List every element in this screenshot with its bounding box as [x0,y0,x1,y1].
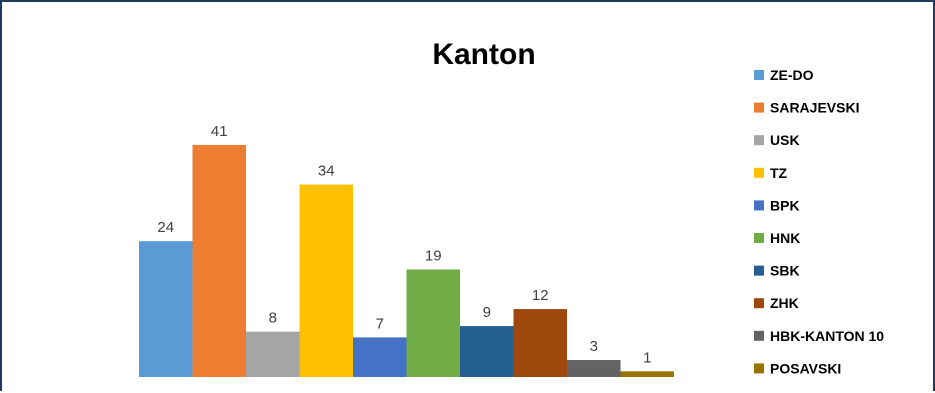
bar-usk [246,331,300,377]
legend-swatch [754,298,764,309]
data-label: 12 [532,287,549,304]
data-label: 41 [211,123,228,140]
legend-label: TZ [770,165,788,181]
legend-swatch [754,233,764,243]
legend-swatch [754,167,764,178]
legend-swatch [754,70,764,80]
data-label: 19 [425,247,442,264]
legend-swatch [754,330,764,341]
legend-label: SBK [770,263,800,279]
legend: ZE-DO SARAJEVSKI USK TZ BPK HNK SBK ZHK HBK-KANT… [754,67,884,376]
data-label: 8 [269,310,277,327]
data-label: 7 [376,315,384,332]
legend-label: SARAJEVSKI [770,100,859,116]
legend-swatch [754,363,764,374]
legend-label: ZE-DO [770,67,814,83]
data-label: 1 [643,349,651,366]
chart-title: Kanton [432,38,535,71]
bar-posavski [620,371,674,377]
data-labels-group: 24 41 8 34 7 19 9 12 3 1 [157,123,651,366]
bar-hbk-kanton-10 [567,360,621,377]
legend-label: HBK-KANTON 10 [770,328,884,344]
legend-label: USK [770,132,800,148]
bar-bpk [353,337,407,377]
bar-sarajevski [192,144,246,377]
data-label: 34 [318,163,335,180]
bar-ze-do [139,241,193,377]
bar-hnk [406,269,460,377]
legend-label: ZHK [770,295,799,311]
data-label: 9 [483,304,491,321]
legend-swatch [754,102,764,113]
bar-zhk [513,309,567,377]
legend-swatch [754,200,764,211]
data-label: 3 [590,338,598,355]
legend-swatch [754,265,764,276]
bars-group [139,144,674,377]
legend-label: POSAVSKI [770,360,841,376]
legend-swatch [754,135,764,146]
legend-label: HNK [770,230,800,246]
bar-sbk [460,326,514,377]
data-label: 24 [157,219,174,236]
legend-label: BPK [770,197,800,213]
bar-tz [299,184,353,377]
